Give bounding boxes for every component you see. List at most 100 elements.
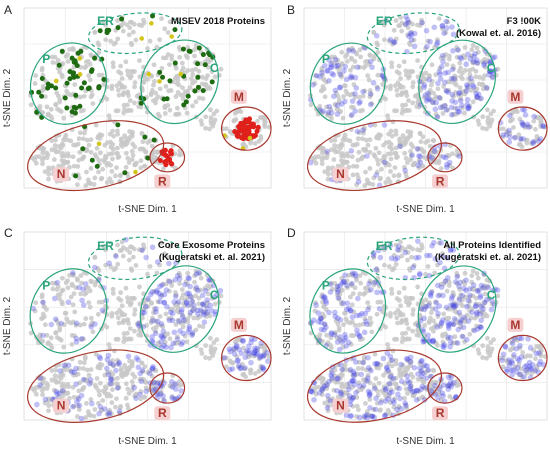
background-point (361, 291, 367, 297)
highlight-point (369, 413, 376, 419)
highlight-point (96, 410, 102, 417)
background-point (538, 119, 544, 125)
background-point (332, 102, 338, 108)
background-point (433, 94, 439, 100)
background-point (32, 308, 38, 314)
highlight-point (467, 292, 473, 299)
background-point (142, 364, 148, 369)
background-point (148, 318, 154, 324)
background-point (110, 60, 116, 66)
background-point (393, 36, 399, 42)
highlight-point (437, 71, 443, 78)
background-point (349, 271, 355, 277)
highlight-point (147, 370, 153, 377)
background-point (72, 82, 78, 87)
background-point (81, 321, 87, 327)
background-point (336, 143, 341, 149)
background-point (367, 315, 373, 321)
background-point (143, 385, 149, 391)
highlight-point (426, 77, 432, 83)
background-point (199, 81, 205, 87)
background-point (399, 28, 405, 34)
background-point (96, 157, 102, 163)
background-point (399, 110, 405, 116)
highlight-point (150, 387, 157, 393)
background-point (115, 261, 121, 267)
background-point (236, 337, 242, 342)
background-point (319, 157, 325, 163)
background-point (409, 254, 414, 260)
highlight-point (450, 47, 456, 54)
background-point (443, 331, 448, 337)
background-point (133, 263, 139, 268)
highlight-point (474, 94, 481, 100)
highlight-point (154, 380, 160, 387)
highlight-point (170, 340, 177, 347)
background-point (445, 244, 451, 249)
region-er-label: ER (97, 239, 114, 253)
background-point (335, 379, 341, 385)
highlight-point (445, 334, 451, 340)
highlight-point (200, 309, 207, 316)
background-point (180, 324, 186, 330)
background-point (335, 149, 341, 155)
highlight-point (354, 128, 361, 135)
background-point (410, 295, 416, 301)
background-point (525, 124, 530, 129)
highlight-point (443, 88, 450, 94)
region-er-label: ER (97, 14, 114, 28)
background-point (39, 157, 45, 163)
highlight-point (465, 104, 472, 110)
highlight-point (78, 392, 85, 399)
highlight-point (251, 349, 258, 356)
background-point (116, 385, 122, 390)
highlight-point (177, 328, 183, 334)
highlight-point (425, 90, 431, 97)
highlight-point (149, 365, 156, 372)
background-point (367, 367, 373, 372)
background-point (385, 382, 391, 388)
highlight-point (422, 92, 429, 99)
highlight-point (324, 148, 331, 155)
highlight-point (406, 33, 412, 40)
background-point (321, 304, 327, 310)
highlight-point (465, 105, 471, 112)
highlight-point (382, 387, 389, 393)
background-point (93, 351, 99, 357)
background-point (348, 333, 354, 338)
background-point (94, 145, 100, 151)
region-p-label: P (322, 278, 330, 292)
background-point (125, 108, 130, 114)
background-point (138, 389, 144, 394)
background-point (375, 268, 381, 274)
background-point (451, 65, 457, 71)
highlight-point (405, 19, 411, 26)
background-point (367, 88, 373, 93)
background-point (416, 158, 422, 164)
highlight-point (257, 354, 263, 361)
highlight-point (376, 305, 383, 312)
background-point (425, 264, 431, 269)
background-point (121, 339, 127, 345)
highlight-point (211, 294, 217, 300)
background-point (329, 116, 334, 122)
highlight-point (344, 282, 350, 289)
highlight-point (358, 371, 365, 378)
background-point (81, 93, 87, 99)
highlight-point (195, 84, 201, 90)
background-point (155, 299, 161, 305)
background-point (423, 70, 429, 76)
highlight-point (204, 297, 210, 303)
highlight-point (432, 382, 438, 389)
highlight-point (465, 83, 471, 90)
background-point (483, 59, 488, 65)
highlight-point (425, 332, 431, 338)
highlight-point (242, 365, 248, 371)
background-point (53, 102, 59, 108)
background-point (485, 107, 490, 113)
highlight-point (178, 306, 185, 313)
background-point (103, 22, 109, 28)
background-point (234, 354, 240, 360)
highlight-point (166, 317, 173, 324)
background-point (495, 66, 501, 72)
